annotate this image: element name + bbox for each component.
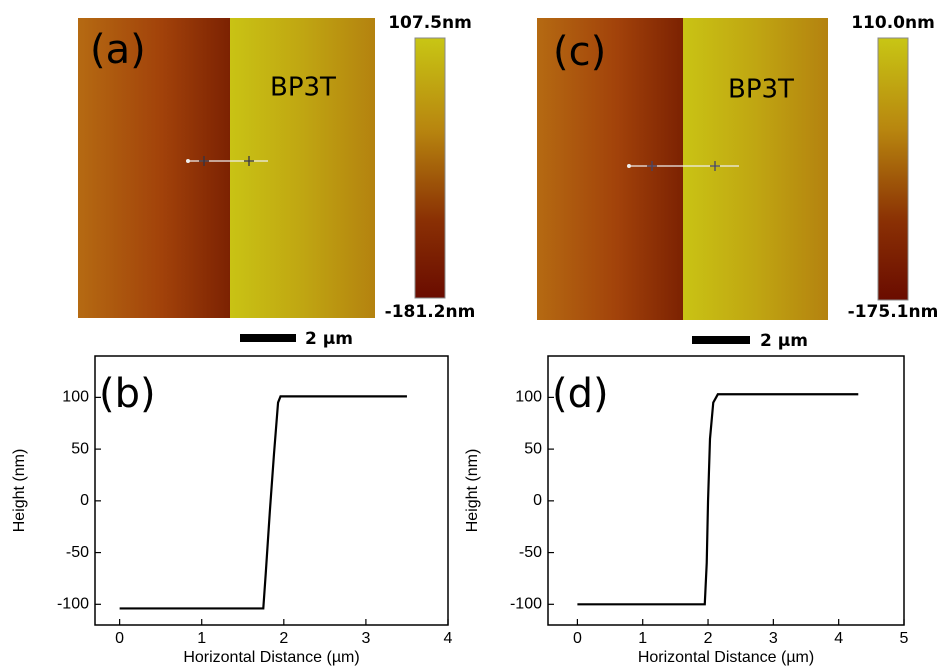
- figure: (a) BP3T 107.5nm -181.2nm 2 µm (c) BP3T …: [0, 0, 943, 672]
- y-axis-title: Height (nm): [464, 449, 481, 533]
- y-tick-label: 100: [515, 389, 542, 406]
- colorbar-min: -175.1nm: [848, 302, 939, 322]
- x-tick-label: 1: [638, 630, 647, 647]
- scale-bar: [692, 336, 750, 344]
- colorbar-min: -181.2nm: [385, 302, 476, 322]
- x-tick-label: 2: [279, 630, 288, 647]
- scale-label: 2 µm: [760, 331, 808, 351]
- panel-label: (d): [552, 371, 609, 417]
- colorbar: [415, 38, 445, 298]
- x-tick-label: 3: [361, 630, 370, 647]
- x-tick-label: 3: [769, 630, 778, 647]
- y-tick-label: -50: [66, 544, 89, 561]
- y-tick-label: 50: [71, 440, 89, 457]
- y-axis-title: Height (nm): [11, 449, 28, 533]
- x-tick-label: 4: [834, 630, 843, 647]
- sample-label: BP3T: [728, 75, 794, 105]
- y-tick-label: 0: [80, 492, 89, 509]
- y-tick-label: -100: [510, 596, 542, 613]
- scale-label: 2 µm: [305, 329, 353, 349]
- colorbar-max: 110.0nm: [851, 13, 935, 33]
- y-tick-label: -50: [519, 544, 542, 561]
- y-tick-label: 50: [524, 440, 542, 457]
- afm-image: [230, 18, 375, 318]
- sample-label: BP3T: [270, 73, 336, 103]
- profile-marker: [186, 159, 190, 163]
- x-axis-title: Horizontal Distance (µm): [638, 649, 814, 666]
- x-tick-label: 0: [573, 630, 582, 647]
- profile-marker: [627, 164, 631, 168]
- data-line: [577, 394, 858, 604]
- x-tick-label: 4: [444, 630, 453, 647]
- x-tick-label: 0: [115, 630, 124, 647]
- panel-label: (a): [90, 27, 146, 73]
- panel-label: (b): [99, 371, 156, 417]
- colorbar: [878, 38, 908, 300]
- y-tick-label: -100: [57, 596, 89, 613]
- panel-label: (c): [553, 29, 606, 75]
- y-tick-label: 100: [62, 389, 89, 406]
- x-tick-label: 2: [704, 630, 713, 647]
- afm-image: [683, 18, 828, 320]
- colorbar-max: 107.5nm: [388, 13, 472, 33]
- scale-bar: [240, 334, 296, 342]
- x-tick-label: 5: [900, 630, 909, 647]
- y-tick-label: 0: [533, 492, 542, 509]
- data-line: [120, 396, 407, 608]
- x-axis-title: Horizontal Distance (µm): [183, 649, 359, 666]
- x-tick-label: 1: [197, 630, 206, 647]
